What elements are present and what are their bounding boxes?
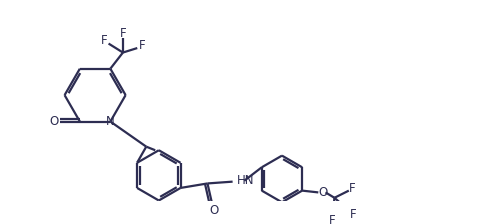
Text: F: F xyxy=(120,27,126,40)
Text: O: O xyxy=(49,115,59,128)
Text: O: O xyxy=(209,204,218,217)
Text: HN: HN xyxy=(237,174,254,187)
Text: F: F xyxy=(101,34,107,47)
Text: O: O xyxy=(318,186,327,199)
Text: F: F xyxy=(138,39,145,52)
Text: F: F xyxy=(349,208,356,221)
Text: F: F xyxy=(348,182,355,195)
Text: F: F xyxy=(328,214,334,224)
Text: N: N xyxy=(106,115,115,128)
